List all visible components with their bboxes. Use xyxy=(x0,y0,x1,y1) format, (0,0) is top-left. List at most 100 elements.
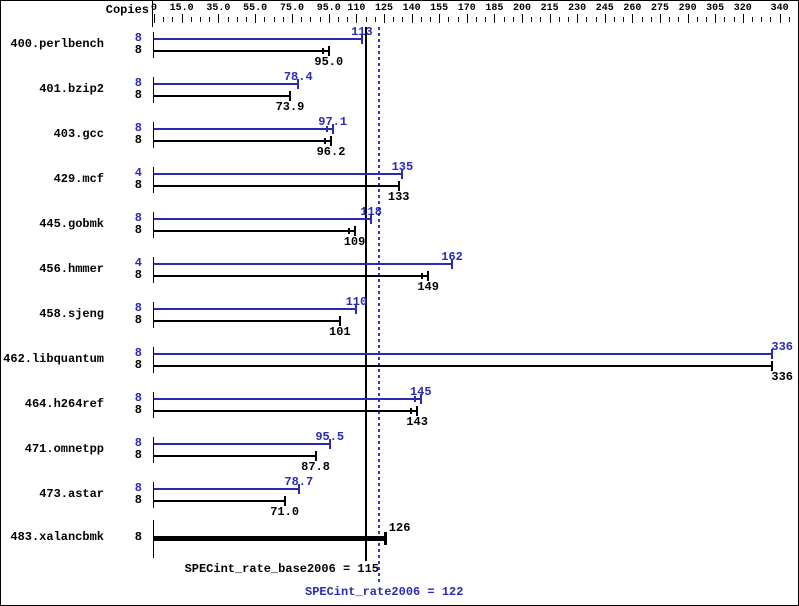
axis-tick xyxy=(227,17,229,22)
peak-bar xyxy=(154,218,372,220)
base-mean-line xyxy=(364,27,367,561)
baseline-segment xyxy=(153,347,154,373)
axis-tick xyxy=(347,17,349,22)
bar-endcap xyxy=(360,34,363,44)
axis-tick xyxy=(733,17,735,22)
benchmark-label: 403.gcc xyxy=(53,127,104,141)
axis-tick-label: 110 xyxy=(347,3,366,14)
axis-tick xyxy=(273,17,275,22)
axis-tick xyxy=(292,14,293,23)
peak-value-label: 113 xyxy=(351,25,373,39)
axis-tick-label: 260 xyxy=(623,3,642,14)
base-bar xyxy=(154,185,399,187)
copies-value: 8 xyxy=(134,223,142,237)
peak-value-label: 78.4 xyxy=(283,70,313,84)
bar-endcap xyxy=(370,214,373,224)
axis-tick xyxy=(604,14,606,23)
axis-tick xyxy=(577,14,579,23)
base-bar xyxy=(154,455,316,457)
axis-tick-label: 275 xyxy=(650,3,669,14)
axis-tick xyxy=(595,17,597,22)
min-max-whisker-tick xyxy=(324,138,326,144)
axis-tick xyxy=(181,14,183,23)
copies-value: 8 xyxy=(134,88,142,102)
base-value-label: 336 xyxy=(771,370,793,384)
benchmark-label: 401.bzip2 xyxy=(39,82,104,96)
axis-tick xyxy=(742,14,744,23)
baseline-segment xyxy=(153,302,154,328)
benchmark-label: 429.mcf xyxy=(53,172,104,186)
peak-value-label: 162 xyxy=(441,250,463,264)
axis-tick xyxy=(255,14,257,23)
bar-endcap xyxy=(384,531,388,545)
axis-tick xyxy=(660,14,661,23)
axis-tick-label: 305 xyxy=(706,3,725,14)
base-value-label: 95.0 xyxy=(314,55,344,69)
peak-value-label: 336 xyxy=(771,340,793,354)
axis-tick xyxy=(724,17,726,22)
base-bar xyxy=(154,500,285,502)
copies-value: 8 xyxy=(134,403,142,417)
axis-tick xyxy=(641,17,643,22)
peak-bar xyxy=(154,38,362,40)
baseline-segment xyxy=(153,257,154,283)
baseline-segment xyxy=(153,437,154,463)
base-bar xyxy=(154,320,340,322)
axis-tick xyxy=(264,17,266,22)
axis-tick xyxy=(282,17,284,22)
peak-bar xyxy=(154,173,403,175)
base-bar xyxy=(154,410,418,412)
bar-endcap xyxy=(289,91,291,101)
benchmark-label: 473.astar xyxy=(39,487,104,501)
bar-endcap xyxy=(771,349,774,359)
axis-tick xyxy=(430,17,431,22)
baseline-segment xyxy=(153,32,154,58)
axis-tick xyxy=(310,17,312,22)
base-value-label: 133 xyxy=(387,190,410,204)
base-value-label: 71.0 xyxy=(270,505,300,519)
axis-tick xyxy=(522,14,523,23)
peak-value-label: 95.5 xyxy=(315,430,345,444)
axis-tick xyxy=(236,17,238,22)
benchmark-label: 462.libquantum xyxy=(3,352,104,366)
axis-tick xyxy=(172,17,174,22)
axis-tick-label: 200 xyxy=(512,3,531,14)
axis-tick-label: 340 xyxy=(770,3,789,14)
base-value-label: 87.8 xyxy=(301,460,330,474)
copies-value: 4 xyxy=(134,256,142,270)
base-bar xyxy=(154,275,429,277)
baseline-segment xyxy=(153,212,154,238)
axis-tick xyxy=(540,17,542,22)
axis-tick xyxy=(558,17,560,22)
base-bar xyxy=(154,50,329,52)
axis-tick xyxy=(715,14,717,23)
axis-tick xyxy=(163,17,165,22)
axis-tick xyxy=(614,17,615,22)
axis-tick-label: 140 xyxy=(402,3,421,14)
axis-tick xyxy=(402,17,404,22)
axis-tick xyxy=(779,14,781,23)
axis-tick xyxy=(209,17,211,22)
bar-endcap xyxy=(338,316,341,326)
peak-bar xyxy=(154,488,299,490)
axis-tick xyxy=(761,17,763,22)
axis-tick xyxy=(752,17,753,22)
summary-base-result: SPECint_rate_base2006 = 115 xyxy=(184,562,379,576)
base-value-label: 96.2 xyxy=(316,145,346,159)
benchmark-label: 483.xalancbmk xyxy=(10,530,104,544)
axis-tick xyxy=(687,14,689,23)
summary-peak-result: SPECint_rate2006 = 122 xyxy=(305,585,464,599)
peak-value-label: 135 xyxy=(391,160,414,174)
baseline-segment xyxy=(153,167,154,193)
peak-bar xyxy=(154,83,299,85)
copies-value: 4 xyxy=(134,166,142,180)
peak-value-label: 97.1 xyxy=(318,115,348,129)
copies-value: 8 xyxy=(134,211,142,225)
peak-value-label: 110 xyxy=(345,295,368,309)
axis-tick xyxy=(531,17,533,22)
peak-mean-line xyxy=(377,27,380,584)
peak-value-label: 145 xyxy=(409,385,432,399)
copies-value: 8 xyxy=(134,301,142,315)
axis-tick xyxy=(448,17,450,22)
